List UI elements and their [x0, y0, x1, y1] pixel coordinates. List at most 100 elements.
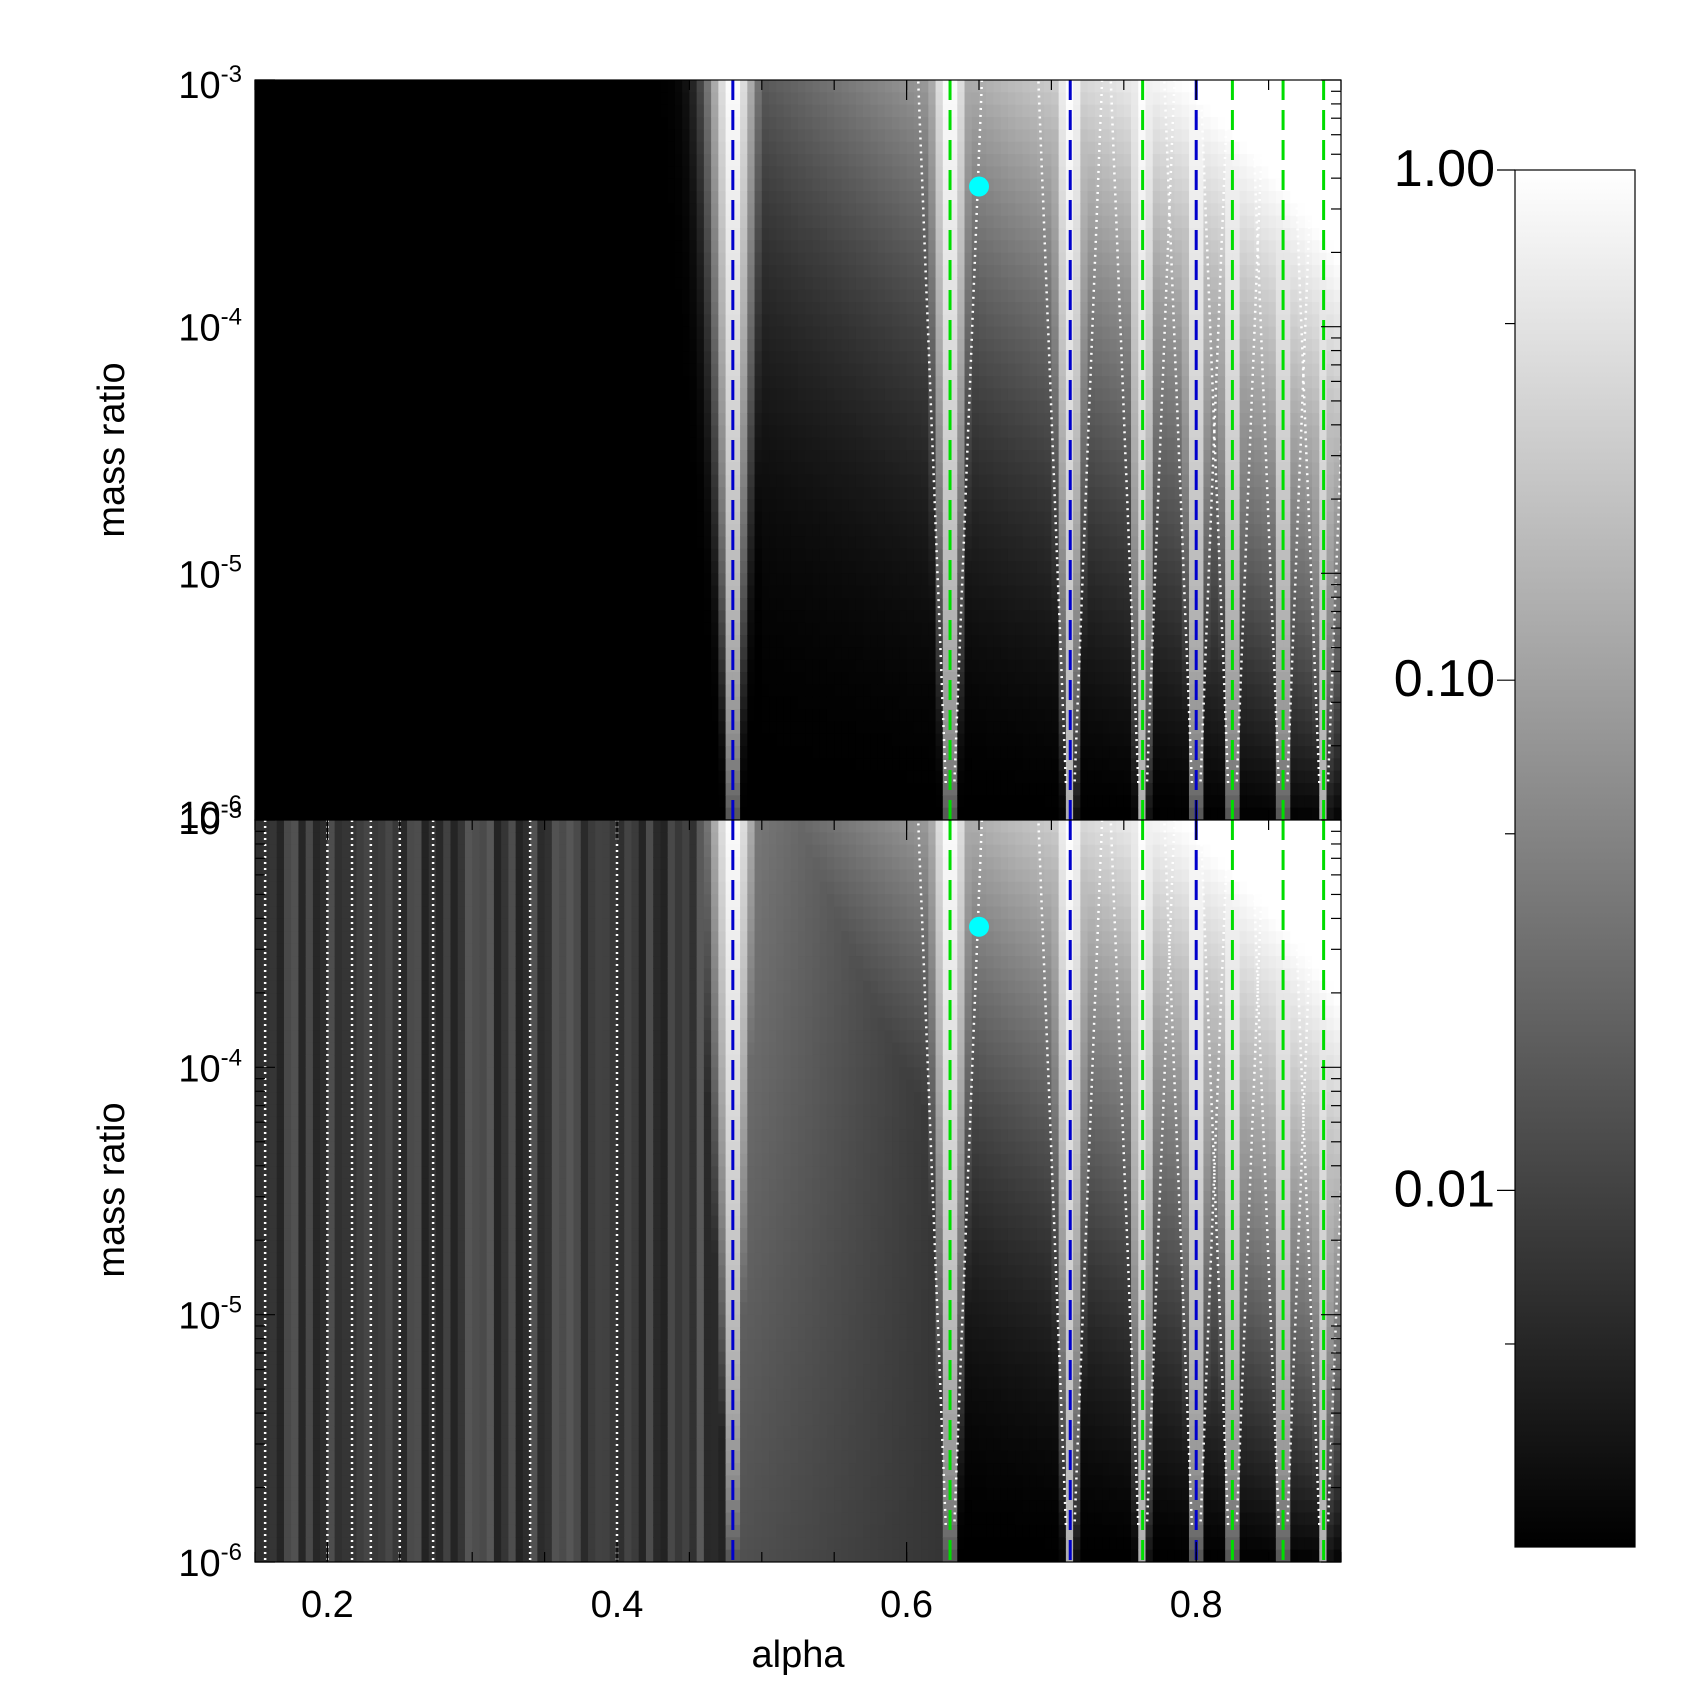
- heatmap-cell: [522, 524, 531, 537]
- heatmap-cell: [631, 561, 640, 574]
- heatmap-cell: [544, 622, 553, 636]
- heatmap-cell: [776, 499, 785, 513]
- heatmap-cell: [443, 709, 452, 722]
- heatmap-cell: [501, 795, 509, 809]
- heatmap-cell: [769, 807, 777, 820]
- heatmap-cell: [255, 524, 263, 537]
- heatmap-cell: [443, 252, 452, 266]
- heatmap-cell: [255, 302, 263, 315]
- heatmap-cell: [689, 487, 698, 500]
- heatmap-cell: [776, 647, 785, 661]
- heatmap-cell: [262, 178, 271, 192]
- heatmap-cell: [493, 659, 502, 673]
- heatmap-cell: [841, 437, 850, 451]
- heatmap-cell: [291, 573, 300, 587]
- heatmap-cell: [486, 141, 495, 155]
- heatmap-cell: [848, 622, 857, 636]
- heatmap-cell: [674, 376, 683, 389]
- heatmap-cell: [580, 215, 589, 229]
- heatmap-cell: [754, 635, 763, 648]
- heatmap-cell: [283, 129, 292, 143]
- heatmap-cell: [595, 684, 604, 698]
- heatmap-cell: [276, 696, 285, 710]
- heatmap-cell: [276, 511, 285, 525]
- heatmap-cell: [530, 376, 538, 389]
- heatmap-cell: [588, 659, 596, 673]
- heatmap-cell: [522, 425, 531, 439]
- heatmap-cell: [841, 425, 850, 439]
- heatmap-cell: [363, 154, 372, 167]
- heatmap-cell: [732, 240, 741, 254]
- heatmap-cell: [689, 104, 698, 118]
- heatmap-cell: [312, 770, 321, 784]
- heatmap-cell: [399, 413, 408, 426]
- heatmap-cell: [711, 351, 719, 365]
- heatmap-cell: [276, 684, 285, 698]
- heatmap-cell: [769, 795, 777, 809]
- heatmap-cell: [349, 425, 357, 439]
- heatmap-cell: [740, 598, 748, 611]
- heatmap-cell: [291, 425, 300, 439]
- heatmap-cell: [703, 80, 712, 93]
- heatmap-cell: [776, 610, 785, 624]
- heatmap-cell: [457, 672, 466, 685]
- heatmap-cell: [472, 400, 481, 414]
- heatmap-cell: [754, 696, 763, 710]
- heatmap-cell: [508, 265, 517, 278]
- heatmap-cell: [645, 561, 654, 574]
- heatmap-cell: [689, 413, 698, 426]
- heatmap-cell: [457, 548, 466, 562]
- heatmap-cell: [631, 696, 640, 710]
- heatmap-cell: [725, 462, 734, 476]
- heatmap-cell: [725, 548, 734, 562]
- heatmap-cell: [305, 339, 314, 352]
- heatmap-cell: [327, 635, 336, 648]
- heatmap-cell: [798, 92, 806, 106]
- heatmap-cell: [428, 191, 437, 204]
- heatmap-cell: [826, 758, 835, 772]
- heatmap-cell: [617, 388, 625, 402]
- heatmap-cell: [305, 314, 314, 328]
- heatmap-cell: [544, 758, 553, 772]
- heatmap-cell: [783, 721, 792, 735]
- heatmap-cell: [696, 474, 705, 488]
- heatmap-cell: [617, 400, 625, 414]
- heatmap-cell: [508, 672, 517, 685]
- heatmap-cell: [305, 178, 314, 192]
- heatmap-cell: [515, 326, 524, 340]
- heatmap-cell: [703, 622, 712, 636]
- heatmap-cell: [334, 684, 343, 698]
- heatmap-cell: [740, 437, 748, 451]
- heatmap-cell: [580, 659, 589, 673]
- heatmap-cell: [298, 647, 307, 661]
- heatmap-cell: [320, 487, 328, 500]
- heatmap-cell: [718, 80, 727, 93]
- heatmap-cell: [530, 807, 538, 820]
- heatmap-cell: [392, 104, 401, 118]
- heatmap-cell: [399, 376, 408, 389]
- heatmap-cell: [660, 104, 669, 118]
- heatmap-cell: [602, 733, 611, 747]
- heatmap-cell: [711, 129, 719, 143]
- heatmap-cell: [291, 265, 300, 278]
- heatmap-cell: [674, 178, 683, 192]
- heatmap-cell: [573, 425, 582, 439]
- heatmap-cell: [522, 474, 531, 488]
- heatmap-cell: [501, 252, 509, 266]
- heatmap-cell: [522, 117, 531, 130]
- heatmap-cell: [790, 672, 799, 685]
- heatmap-cell: [653, 166, 662, 180]
- heatmap-cell: [356, 783, 365, 796]
- heatmap-cell: [798, 524, 806, 537]
- heatmap-cell: [501, 647, 509, 661]
- heatmap-cell: [464, 807, 473, 820]
- heatmap-cell: [501, 388, 509, 402]
- heatmap-cell: [255, 659, 263, 673]
- heatmap-cell: [537, 450, 546, 463]
- heatmap-cell: [356, 277, 365, 291]
- heatmap-cell: [356, 302, 365, 315]
- heatmap-cell: [617, 191, 625, 204]
- heatmap-cell: [255, 499, 263, 513]
- heatmap-cell: [508, 252, 517, 266]
- heatmap-cell: [631, 178, 640, 192]
